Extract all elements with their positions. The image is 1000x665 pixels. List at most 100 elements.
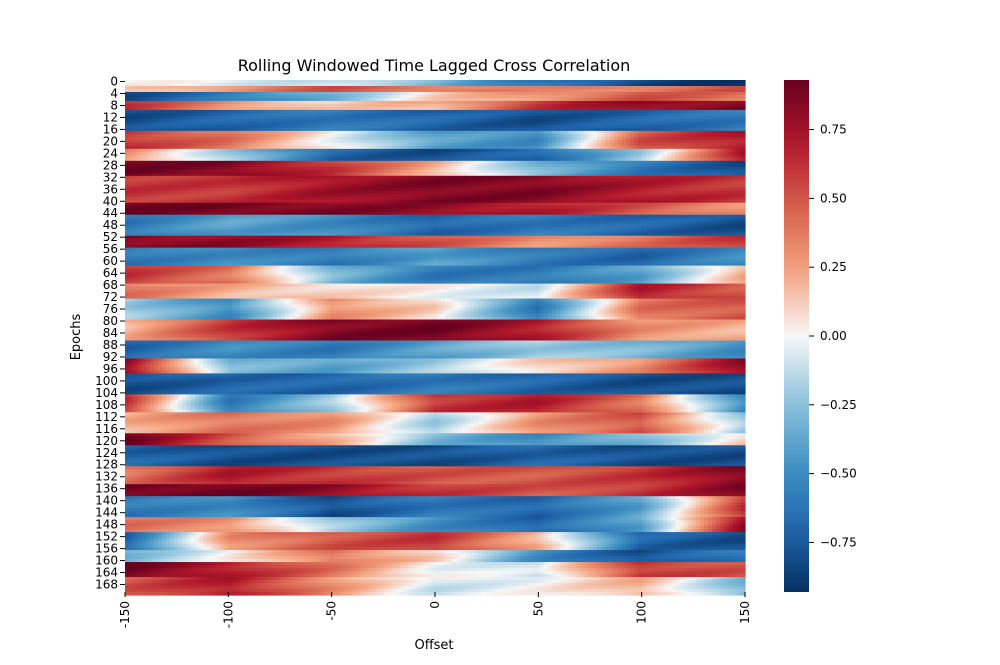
heatmap-cell xyxy=(297,145,303,150)
heatmap-cell xyxy=(482,121,487,126)
heatmap-cell xyxy=(375,109,381,114)
heatmap-cell xyxy=(584,148,590,153)
heatmap-cell xyxy=(535,82,541,87)
heatmap-cell xyxy=(720,115,726,120)
heatmap-cell xyxy=(326,112,331,117)
heatmap-cell xyxy=(646,88,652,93)
heatmap-cell xyxy=(593,121,598,126)
heatmap-cell xyxy=(313,109,319,114)
heatmap-cell xyxy=(190,136,196,141)
heatmap-cell xyxy=(166,103,171,108)
heatmap-cell xyxy=(634,139,639,144)
heatmap-cell xyxy=(170,145,175,150)
heatmap-cell xyxy=(149,127,155,132)
heatmap-cell xyxy=(129,106,134,111)
heatmap-cell xyxy=(465,85,471,90)
heatmap-cell xyxy=(428,115,434,120)
heatmap-cell xyxy=(239,103,245,108)
heatmap-cell xyxy=(203,142,208,147)
heatmap-cell xyxy=(666,88,672,93)
heatmap-cell xyxy=(330,133,336,138)
heatmap-cell xyxy=(297,130,303,135)
heatmap-cell xyxy=(170,88,175,93)
heatmap-cell xyxy=(716,109,721,114)
heatmap-cell xyxy=(699,100,705,105)
heatmap-cell xyxy=(219,115,225,120)
heatmap-cell xyxy=(322,139,327,144)
heatmap-cell xyxy=(609,94,615,99)
heatmap-cell xyxy=(712,109,717,114)
heatmap-cell xyxy=(383,109,389,114)
heatmap-cell xyxy=(342,103,348,108)
heatmap-cell xyxy=(354,97,360,102)
heatmap-cell xyxy=(223,80,229,84)
heatmap-cell xyxy=(519,103,524,108)
heatmap-cell xyxy=(203,109,208,114)
heatmap-cell xyxy=(531,124,537,129)
heatmap-cell xyxy=(235,136,241,141)
heatmap-cell xyxy=(654,97,660,102)
heatmap-cell xyxy=(605,124,611,129)
heatmap-cell xyxy=(412,106,418,111)
heatmap-cell xyxy=(736,142,742,147)
heatmap-cell xyxy=(264,88,270,93)
heatmap-cell xyxy=(527,80,533,84)
heatmap-cell xyxy=(239,145,245,150)
heatmap-cell xyxy=(449,121,455,126)
heatmap-cell xyxy=(326,145,331,150)
heatmap-cell xyxy=(666,97,672,102)
heatmap-cell xyxy=(161,112,167,117)
heatmap-cell xyxy=(605,142,611,147)
heatmap-cell xyxy=(383,100,389,105)
heatmap-cell xyxy=(387,88,393,93)
heatmap-cell xyxy=(482,118,487,123)
heatmap-cell xyxy=(153,103,159,108)
heatmap-cell xyxy=(400,88,405,93)
heatmap-cell xyxy=(137,103,143,108)
heatmap-cell xyxy=(695,124,701,129)
heatmap-cell xyxy=(174,148,179,153)
heatmap-cell xyxy=(293,109,299,114)
heatmap-cell xyxy=(457,97,463,102)
heatmap-cell xyxy=(576,80,582,84)
heatmap-cell xyxy=(285,85,290,90)
heatmap-cell xyxy=(157,115,163,120)
heatmap-cell xyxy=(137,136,143,141)
heatmap-cell xyxy=(728,109,734,114)
heatmap-cell xyxy=(671,121,676,126)
heatmap-cell xyxy=(650,145,656,150)
heatmap-cell xyxy=(523,97,528,102)
heatmap-cell xyxy=(720,100,726,105)
heatmap-cell xyxy=(609,139,615,144)
heatmap-cell xyxy=(605,136,611,141)
heatmap-cell xyxy=(634,145,639,150)
heatmap-cell xyxy=(166,127,171,132)
heatmap-cell xyxy=(728,82,734,87)
heatmap-cell xyxy=(634,100,639,105)
heatmap-cell xyxy=(408,103,414,108)
heatmap-cell xyxy=(367,94,372,99)
heatmap-cell xyxy=(157,118,163,123)
heatmap-cell xyxy=(391,127,397,132)
heatmap-cell xyxy=(157,91,163,96)
heatmap-cell xyxy=(527,100,533,105)
heatmap-cell xyxy=(441,124,446,129)
heatmap-cell xyxy=(346,88,352,93)
heatmap-cell xyxy=(207,103,212,108)
heatmap-cell xyxy=(375,80,381,84)
heatmap-cell xyxy=(125,109,130,114)
heatmap-cell xyxy=(621,94,627,99)
heatmap-cell xyxy=(354,88,360,93)
heatmap-cell xyxy=(375,106,381,111)
heatmap-cell xyxy=(272,118,278,123)
heatmap-cell xyxy=(515,100,520,105)
heatmap-cell xyxy=(391,94,397,99)
heatmap-cell xyxy=(264,85,270,90)
heatmap-cell xyxy=(203,118,208,123)
heatmap-cell xyxy=(260,97,266,102)
heatmap-cell xyxy=(293,130,299,135)
heatmap-cell xyxy=(437,130,442,135)
heatmap-cell xyxy=(346,91,352,96)
heatmap-cell xyxy=(141,91,147,96)
heatmap-cell xyxy=(141,112,147,117)
